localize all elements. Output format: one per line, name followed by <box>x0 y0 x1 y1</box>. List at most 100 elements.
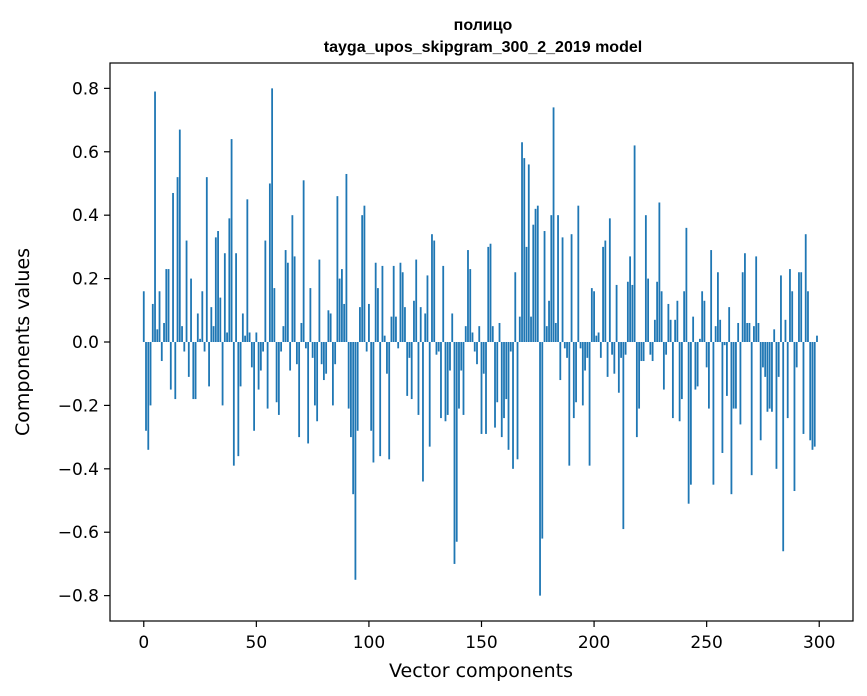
bar-141 <box>460 342 463 371</box>
bar-153 <box>487 246 490 342</box>
bar-157 <box>496 342 499 403</box>
bar-71 <box>302 180 305 342</box>
bar-162 <box>507 342 510 450</box>
bar-248 <box>701 291 704 342</box>
bar-212 <box>620 342 622 358</box>
bar-219 <box>635 342 638 438</box>
bar-57 <box>271 88 274 342</box>
bar-42 <box>237 342 240 457</box>
bar-6 <box>156 329 159 342</box>
bar-267 <box>744 253 746 342</box>
x-tick-label-5: 250 <box>690 633 722 653</box>
bar-298 <box>813 342 816 447</box>
bar-237 <box>676 300 679 342</box>
bar-49 <box>253 342 255 431</box>
bar-98 <box>363 205 366 342</box>
bar-291 <box>798 272 800 342</box>
bar-85 <box>334 342 337 365</box>
bar-124 <box>422 342 424 482</box>
bar-74 <box>309 288 312 342</box>
bar-112 <box>395 316 397 342</box>
bar-154 <box>489 243 492 342</box>
bar-170 <box>525 246 528 342</box>
bar-218 <box>633 145 636 342</box>
bar-58 <box>273 288 276 342</box>
bar-274 <box>759 342 762 441</box>
bar-21 <box>190 278 192 342</box>
bar-259 <box>726 342 728 396</box>
bar-271 <box>753 326 755 342</box>
bar-151 <box>482 342 485 374</box>
bar-104 <box>377 288 379 342</box>
bars-group <box>142 88 818 596</box>
bar-152 <box>485 342 487 434</box>
bar-47 <box>248 332 251 342</box>
bar-167 <box>518 316 521 342</box>
bar-105 <box>379 342 382 457</box>
bar-88 <box>341 269 343 342</box>
bar-123 <box>419 307 422 343</box>
bar-127 <box>428 342 431 447</box>
bar-279 <box>771 342 773 412</box>
bar-75 <box>311 342 314 358</box>
bar-13 <box>172 192 174 342</box>
bar-269 <box>748 322 751 342</box>
x-tick-label-2: 100 <box>353 633 385 653</box>
bar-117 <box>406 342 409 396</box>
bar-266 <box>741 272 744 342</box>
bar-76 <box>313 342 316 406</box>
bar-186 <box>561 237 564 343</box>
bar-280 <box>773 329 776 342</box>
bar-99 <box>365 342 368 352</box>
bar-11 <box>167 269 170 342</box>
bar-73 <box>307 342 310 444</box>
bar-145 <box>469 269 472 342</box>
bar-193 <box>577 205 580 342</box>
bar-273 <box>757 322 760 342</box>
bar-278 <box>768 342 771 409</box>
bar-223 <box>644 215 647 342</box>
bar-41 <box>235 253 237 342</box>
bar-282 <box>777 342 780 377</box>
bar-107 <box>383 335 386 342</box>
bar-257 <box>721 342 724 453</box>
bar-87 <box>338 278 341 342</box>
bar-70 <box>300 322 303 342</box>
bar-16 <box>178 129 181 342</box>
bar-287 <box>789 269 791 342</box>
bar-228 <box>656 281 659 342</box>
bar-89 <box>343 303 346 342</box>
bar-138 <box>453 342 456 564</box>
bar-130 <box>435 342 438 355</box>
bar-103 <box>374 262 377 342</box>
bar-8 <box>160 342 163 362</box>
bar-247 <box>699 338 701 342</box>
bar-18 <box>183 342 186 352</box>
bar-264 <box>737 322 740 342</box>
bar-268 <box>746 322 749 342</box>
bar-40 <box>232 342 235 466</box>
bar-262 <box>732 342 735 409</box>
bar-206 <box>606 342 609 377</box>
bar-293 <box>802 342 805 434</box>
bar-108 <box>386 342 388 374</box>
bar-20 <box>187 342 190 377</box>
bar-251 <box>708 342 710 409</box>
bar-234 <box>669 319 672 342</box>
bar-10 <box>165 269 168 342</box>
bar-188 <box>566 342 568 358</box>
bar-1 <box>145 342 147 431</box>
bar-96 <box>359 307 361 343</box>
bar-101 <box>370 342 373 431</box>
bar-122 <box>417 342 420 415</box>
bar-216 <box>629 256 631 342</box>
bar-155 <box>491 326 494 342</box>
bar-275 <box>762 342 764 368</box>
bar-43 <box>239 342 242 387</box>
bar-80 <box>322 342 325 381</box>
bar-111 <box>392 265 395 342</box>
bar-242 <box>687 342 690 504</box>
bar-294 <box>804 234 807 342</box>
bar-60 <box>277 342 280 415</box>
